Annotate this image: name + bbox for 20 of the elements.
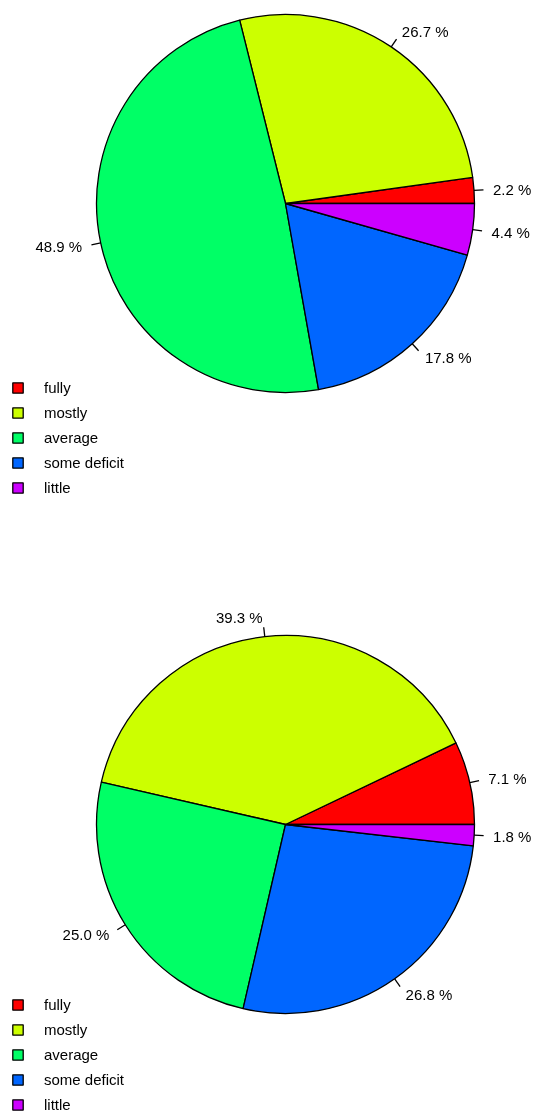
legend-label: average xyxy=(44,1045,99,1065)
data-label: 26.8 % xyxy=(405,985,453,1003)
data-label: 48.9 % xyxy=(35,238,83,256)
legend-label: average xyxy=(44,428,99,448)
legend-label: mostly xyxy=(44,403,88,423)
legend-label: fully xyxy=(44,995,71,1015)
legend-label: some deficit xyxy=(44,1070,125,1090)
data-label: 26.7 % xyxy=(401,22,449,40)
legend-label: some deficit xyxy=(44,453,125,473)
data-label: 4.4 % xyxy=(491,223,530,241)
data-label: 39.3 % xyxy=(215,609,263,627)
data-label: 25.0 % xyxy=(62,926,110,944)
legend-label: fully xyxy=(44,378,71,398)
data-label: 7.1 % xyxy=(488,770,527,788)
legend-label: mostly xyxy=(44,1020,88,1040)
legend-label: little xyxy=(44,1095,71,1115)
data-label: 2.2 % xyxy=(492,180,532,198)
legend-label: little xyxy=(44,478,71,498)
data-label: 17.8 % xyxy=(424,349,472,367)
data-label: 1.8 % xyxy=(493,827,532,845)
